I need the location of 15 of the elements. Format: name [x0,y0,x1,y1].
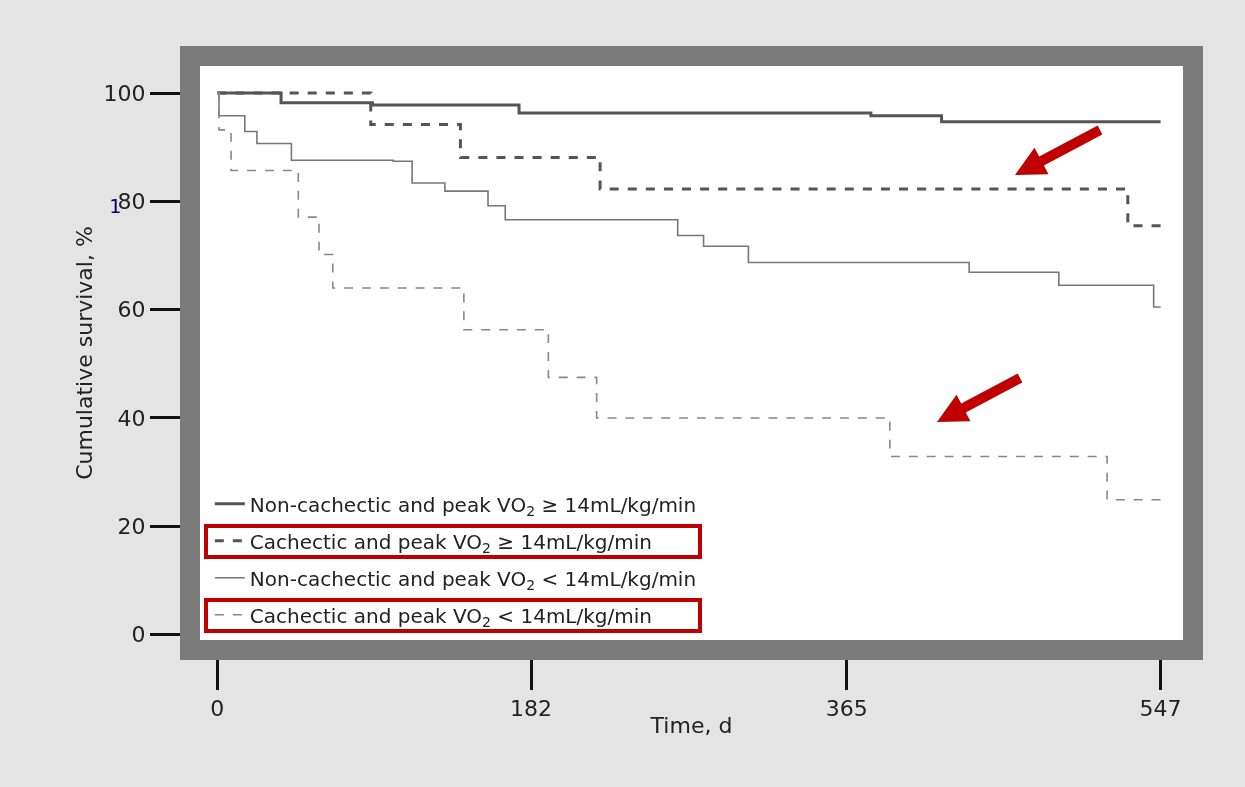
legend-label: Non-cachectic and peak VO$_{2}$ < 14mL/kg/min [249,566,697,593]
x-tick-label: 365 [825,696,868,722]
y-tick-label: 20 [117,513,146,539]
legend-label: Cachectic and peak VO$_{2}$ < 14mL/kg/min [249,603,652,630]
x-axis-title: Time, d [649,712,733,738]
y-tick-label: 60 [117,297,146,323]
legend-label: Cachectic and peak VO$_{2}$ ≥ 14mL/kg/min [249,529,652,556]
y-axis-title: Cumulative survival, % [71,226,97,480]
y-tick-label: 100 [103,80,146,106]
y-tick-label: 40 [117,405,146,431]
y-tick-label: 0 [131,622,146,648]
x-tick-label: 182 [510,696,553,722]
x-tick-label: 0 [210,696,225,722]
x-tick-label: 547 [1139,696,1182,722]
legend-label: Non-cachectic and peak VO$_{2}$ ≥ 14mL/kg/min [249,492,697,519]
